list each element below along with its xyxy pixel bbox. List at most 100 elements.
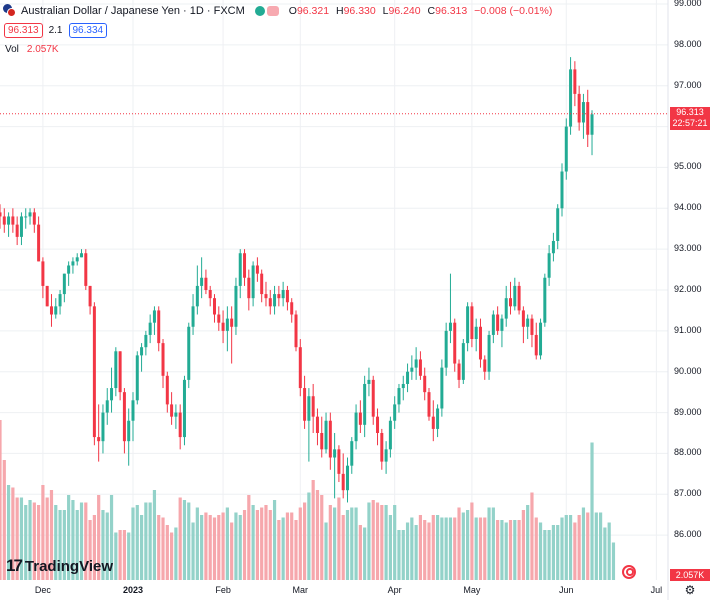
candle-body: [58, 294, 62, 307]
volume-bar: [538, 522, 543, 580]
candle-body: [504, 298, 508, 319]
volume-legend: Vol 2.057K: [5, 44, 59, 55]
candle: [11, 208, 15, 233]
candle: [37, 216, 41, 262]
low-label: L: [382, 4, 389, 17]
candle-body: [0, 212, 2, 217]
candle-body: [298, 347, 302, 389]
candle-body: [243, 253, 247, 278]
candle: [71, 257, 75, 274]
price-tick-label: 99.000: [674, 0, 702, 8]
volume-bar: [204, 512, 208, 580]
volume-bar: [67, 495, 71, 580]
candle: [380, 428, 384, 470]
candle: [221, 310, 225, 344]
volume-bar: [182, 500, 187, 580]
volume-bar: [260, 507, 264, 580]
candle-body: [238, 253, 242, 286]
candle-body: [363, 383, 367, 425]
buy-price-button[interactable]: 96.334: [68, 23, 108, 38]
candle-body: [401, 383, 405, 389]
time-tick-label: Feb: [215, 585, 231, 595]
candle-body: [255, 265, 259, 274]
volume-bar: [251, 505, 255, 580]
candle: [88, 285, 92, 315]
candle-body: [526, 318, 530, 327]
volume-label: Vol: [5, 44, 19, 55]
candle-body: [384, 449, 388, 462]
candle: [251, 261, 255, 307]
candle: [350, 437, 354, 474]
status-dots-icon[interactable]: [254, 5, 279, 16]
candle: [170, 392, 174, 425]
candle: [49, 294, 53, 327]
volume-bar: [431, 515, 435, 580]
settings-gear-icon[interactable]: ⚙: [684, 583, 696, 597]
volume-bar: [174, 527, 178, 580]
tradingview-logo[interactable]: 17 TradingView: [6, 556, 113, 576]
candle: [440, 359, 444, 417]
candle-body: [534, 334, 538, 356]
candle: [277, 285, 281, 307]
volume-bar: [448, 517, 453, 580]
price-tick-label: 90.000: [674, 365, 702, 376]
volume-bar: [114, 532, 118, 580]
candle: [427, 388, 431, 421]
volume-bar: [333, 507, 337, 580]
candle-body: [513, 285, 517, 307]
volume-bar: [277, 520, 281, 580]
candle-body: [62, 273, 66, 295]
candle-body: [131, 400, 135, 421]
candle-body: [80, 253, 84, 258]
volume-bar: [560, 517, 564, 580]
candle: [114, 347, 118, 397]
candle-body: [345, 465, 349, 491]
volume-bar: [611, 542, 616, 580]
candle: [320, 416, 324, 458]
volume-bar: [311, 480, 315, 580]
volume-bar: [530, 492, 534, 580]
price-tick-label: 91.000: [674, 324, 702, 335]
volume-bar: [105, 512, 109, 580]
volume-bar: [363, 527, 367, 580]
volume-bar: [427, 522, 431, 580]
candle: [560, 163, 564, 217]
volume-bar: [225, 507, 229, 580]
candle-body: [521, 310, 525, 327]
candle: [67, 261, 71, 286]
sell-price-button[interactable]: 96.313: [4, 23, 43, 38]
volume-bar: [568, 515, 573, 580]
candle: [255, 257, 259, 282]
candle-body: [290, 302, 294, 315]
candle-body: [466, 306, 470, 344]
candle-body: [178, 412, 182, 438]
volume-bar: [221, 512, 225, 580]
volume-bar: [41, 485, 45, 580]
candle-body: [41, 261, 45, 286]
volume-bar: [320, 495, 324, 580]
candle-body: [423, 375, 427, 393]
volume-bar: [607, 522, 611, 580]
price-candles: [0, 57, 594, 503]
candle-body: [453, 322, 457, 364]
candle-body: [11, 216, 15, 225]
realtime-marker-icon[interactable]: [621, 565, 641, 579]
volume-bar: [603, 527, 607, 580]
candle-body: [251, 265, 255, 299]
volume-bar: [118, 530, 122, 580]
volume-bar: [242, 510, 247, 580]
volume-bar: [586, 512, 590, 580]
candle: [414, 347, 418, 380]
candle: [406, 363, 410, 393]
candle-body: [144, 334, 148, 348]
volume-bar: [49, 490, 54, 580]
volume-bar: [478, 517, 483, 580]
volume-bar: [88, 520, 92, 580]
volume-bar: [513, 520, 517, 580]
currency-flag-icon: [3, 4, 16, 17]
symbol-title[interactable]: Australian Dollar / Japanese Yen · 1D · …: [21, 4, 245, 17]
open-label: O: [288, 4, 297, 17]
candle: [238, 249, 242, 299]
candle-body: [380, 433, 384, 462]
